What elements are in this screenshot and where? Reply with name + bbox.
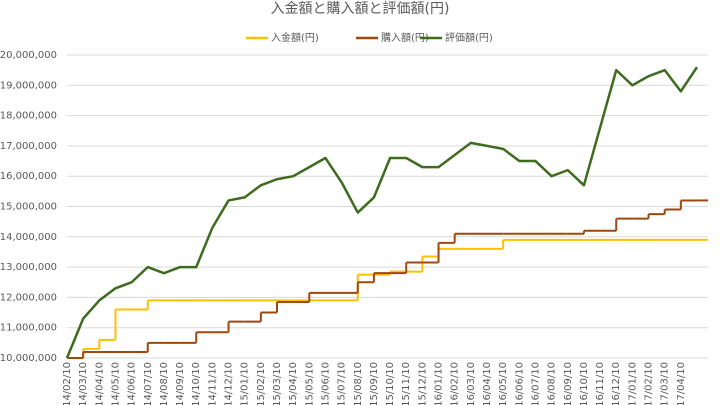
y-tick-label: ¥11,000,000	[0, 323, 57, 334]
x-tick-label: 2015/09/10	[369, 362, 380, 405]
y-tick-label: ¥14,000,000	[0, 232, 57, 243]
x-tick-label: 2016/01/10	[434, 362, 445, 405]
x-tick-label: 2016/05/10	[498, 362, 509, 405]
x-tick-label: 2016/11/10	[595, 362, 606, 405]
x-tick-label: 2015/02/10	[256, 362, 267, 405]
x-tick-label: 2014/05/10	[110, 362, 121, 405]
x-tick-label: 2014/10/10	[191, 362, 202, 405]
x-tick-label: 2015/06/10	[320, 362, 331, 405]
y-tick-label: ¥15,000,000	[0, 202, 57, 213]
x-tick-label: 2014/07/10	[143, 362, 154, 405]
x-tick-label: 2015/03/10	[272, 362, 283, 405]
x-tick-label: 2016/04/10	[482, 362, 493, 405]
chart-title: 入金額と購入額と評価額(円)	[271, 1, 450, 17]
x-tick-label: 2014/04/10	[94, 362, 105, 405]
x-tick-label: 2016/10/10	[579, 362, 590, 405]
legend-label: 購入額(円)	[381, 31, 429, 44]
x-tick-label: 2015/11/10	[401, 362, 412, 405]
x-tick-label: 2014/08/10	[159, 362, 170, 405]
y-tick-label: ¥19,000,000	[0, 80, 57, 91]
x-tick-label: 2017/04/10	[676, 362, 687, 405]
y-tick-label: ¥20,000,000	[0, 50, 57, 61]
y-tick-label: ¥13,000,000	[0, 262, 57, 273]
x-tick-label: 2016/02/10	[450, 362, 461, 405]
x-tick-label: 2016/09/10	[563, 362, 574, 405]
x-tick-label: 2014/11/10	[207, 362, 218, 405]
legend-label: 入金額(円)	[271, 31, 319, 44]
series-line	[65, 66, 699, 359]
x-tick-label: 2015/04/10	[288, 362, 299, 405]
x-tick-label: 2016/12/10	[611, 362, 622, 405]
y-tick-label: ¥16,000,000	[0, 171, 57, 182]
y-tick-label: ¥18,000,000	[0, 111, 57, 122]
legend-label: 評価額(円)	[445, 31, 493, 44]
x-tick-label: 2015/05/10	[304, 362, 315, 405]
x-tick-label: 2014/02/10	[62, 362, 73, 405]
x-tick-label: 2016/08/10	[547, 362, 558, 405]
y-tick-label: ¥17,000,000	[0, 141, 57, 152]
x-tick-label: 2014/06/10	[127, 362, 138, 405]
x-tick-label: 2017/02/10	[644, 362, 655, 405]
x-tick-label: 2016/07/10	[530, 362, 541, 405]
x-tick-label: 2017/03/10	[660, 362, 671, 405]
x-tick-label: 2014/09/10	[175, 362, 186, 405]
x-tick-label: 2015/12/10	[417, 362, 428, 405]
x-tick-label: 2015/07/10	[337, 362, 348, 405]
x-tick-label: 2014/12/10	[224, 362, 235, 405]
x-tick-label: 2017/01/10	[627, 362, 638, 405]
x-tick-label: 2014/03/10	[78, 362, 89, 405]
x-tick-label: 2016/03/10	[466, 362, 477, 405]
x-tick-label: 2015/08/10	[353, 362, 364, 405]
x-tick-label: 2015/01/10	[240, 362, 251, 405]
y-tick-label: ¥12,000,000	[0, 292, 57, 303]
y-tick-label: ¥10,000,000	[0, 353, 57, 364]
x-tick-label: 2016/06/10	[514, 362, 525, 405]
x-tick-label: 2015/10/10	[385, 362, 396, 405]
